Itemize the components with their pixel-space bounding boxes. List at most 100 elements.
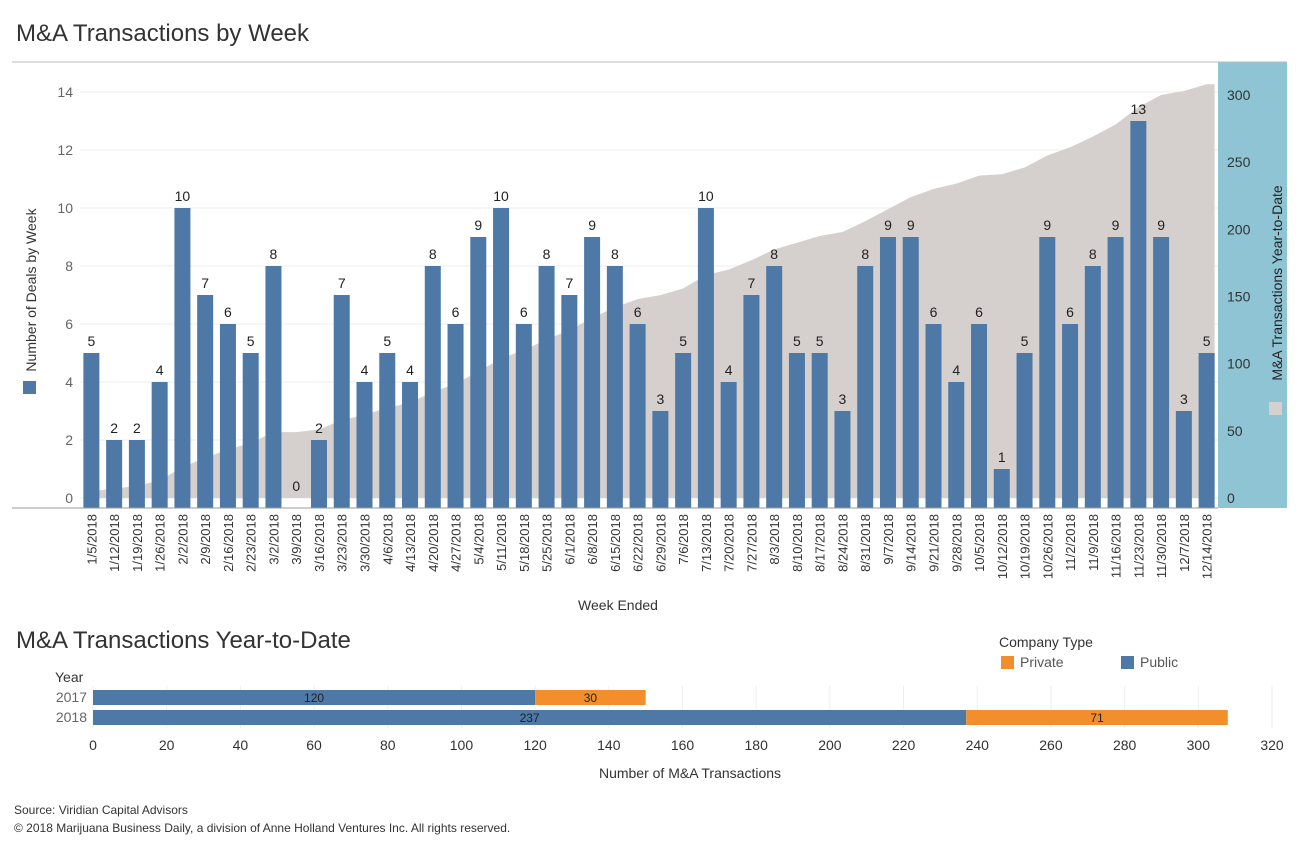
x-tick-label-ytd: 100 <box>450 737 474 753</box>
weekly-bar <box>515 324 532 508</box>
weekly-bar <box>242 353 259 508</box>
bar-value-label: 7 <box>201 275 209 291</box>
x-tick-label: 11/30/2018 <box>1154 514 1169 578</box>
x-tick-label: 8/17/2018 <box>813 514 828 572</box>
ytd-bar-segment <box>535 690 646 705</box>
x-axis-title: Week Ended <box>578 597 658 613</box>
bar-value-label: 2 <box>110 420 118 436</box>
x-tick-label: 5/11/2018 <box>494 514 509 571</box>
bar-value-label: 3 <box>1180 391 1188 407</box>
x-tick-label: 7/13/2018 <box>699 514 714 572</box>
bar-value-label: 8 <box>543 246 551 262</box>
weekly-bar <box>356 382 373 508</box>
y2-axis-title: M&A Transactions Year-to-Date <box>1269 185 1285 381</box>
bar-value-label: 8 <box>270 246 278 262</box>
ytd-bar-value-label: 30 <box>584 691 598 705</box>
bar-value-label: 10 <box>175 188 191 204</box>
y-tick-label: 10 <box>57 200 73 216</box>
bar-value-label: 3 <box>656 391 664 407</box>
weekly-bar <box>493 208 510 508</box>
chart-title-ytd: M&A Transactions Year-to-Date <box>16 627 351 654</box>
x-tick-label: 9/21/2018 <box>927 514 942 572</box>
weekly-bar <box>925 324 942 508</box>
legend-swatch-public <box>1121 655 1134 669</box>
weekly-bar <box>1198 353 1215 508</box>
bar-value-label: 6 <box>1066 304 1074 320</box>
weekly-bar <box>379 353 396 508</box>
x-tick-label: 12/14/2018 <box>1200 514 1215 579</box>
year-label: 2018 <box>56 709 87 725</box>
x-tick-label-ytd: 160 <box>671 737 695 753</box>
bar-value-label: 9 <box>1112 217 1120 233</box>
weekly-bar <box>902 237 919 508</box>
weekly-bar <box>402 382 419 508</box>
x-tick-label: 7/20/2018 <box>722 514 737 572</box>
bar-value-label: 4 <box>952 362 960 378</box>
bar-value-label: 0 <box>292 478 300 494</box>
bar-value-label: 9 <box>474 217 482 233</box>
bar-value-label: 5 <box>793 333 801 349</box>
x-tick-label-ytd: 240 <box>966 737 990 753</box>
x-tick-label: 6/1/2018 <box>562 514 577 565</box>
weekly-bar <box>766 266 783 508</box>
bar-value-label: 8 <box>861 246 869 262</box>
weekly-bar <box>151 382 168 508</box>
x-tick-label: 6/15/2018 <box>608 514 623 572</box>
ytd-bar-segment <box>966 710 1228 725</box>
x-tick-label: 3/2/2018 <box>266 514 281 565</box>
x-tick-label: 2/2/2018 <box>175 514 190 565</box>
weekly-bar <box>811 353 828 508</box>
y2-axis-legend-mark <box>1269 402 1282 415</box>
legend-item-private: Private <box>1001 654 1064 670</box>
weekly-bar <box>470 237 487 508</box>
y-tick-label: 2 <box>65 432 73 448</box>
x-tick-label-ytd: 320 <box>1260 737 1284 753</box>
x-tick-label: 8/24/2018 <box>835 514 850 572</box>
x-tick-label: 3/30/2018 <box>358 514 373 572</box>
y2-tick-label: 200 <box>1227 221 1251 237</box>
weekly-bar <box>720 382 737 508</box>
y-tick-label: 0 <box>65 490 73 506</box>
bar-value-label: 9 <box>884 217 892 233</box>
weekly-bar <box>219 324 236 508</box>
bar-value-label: 8 <box>770 246 778 262</box>
x-tick-label: 1/19/2018 <box>130 514 145 572</box>
bar-value-label: 8 <box>429 246 437 262</box>
bar-value-label: 5 <box>679 333 687 349</box>
bar-value-label: 6 <box>975 304 983 320</box>
weekly-bar <box>788 353 805 508</box>
x-tick-label: 6/22/2018 <box>631 514 646 572</box>
x-tick-label: 10/19/2018 <box>1018 514 1033 579</box>
x-tick-label: 11/16/2018 <box>1109 514 1124 578</box>
x-tick-label: 2/9/2018 <box>198 514 213 565</box>
weekly-bar <box>948 382 965 508</box>
x-tick-label: 5/4/2018 <box>471 514 486 565</box>
weekly-bar <box>174 208 191 508</box>
x-tick-label-ytd: 280 <box>1113 737 1137 753</box>
legend-label-private: Private <box>1020 654 1064 670</box>
x-tick-label: 9/7/2018 <box>881 514 896 565</box>
bar-value-label: 13 <box>1131 101 1147 117</box>
ytd-bar-value-label: 237 <box>520 711 540 725</box>
bar-value-label: 10 <box>493 188 509 204</box>
bar-value-label: 5 <box>1021 333 1029 349</box>
y2-tick-label: 250 <box>1227 154 1251 170</box>
bar-value-label: 1 <box>998 449 1006 465</box>
legend-item-public: Public <box>1121 654 1178 670</box>
bar-value-label: 6 <box>452 304 460 320</box>
x-tick-label: 5/18/2018 <box>517 514 532 572</box>
x-tick-label: 10/12/2018 <box>995 514 1010 579</box>
weekly-bar <box>993 469 1010 508</box>
weekly-bar <box>1153 237 1170 508</box>
weekly-bar <box>83 353 100 508</box>
x-tick-label: 4/13/2018 <box>403 514 418 572</box>
weekly-bar <box>584 237 601 508</box>
x-tick-label: 9/28/2018 <box>949 514 964 572</box>
weekly-bar <box>424 266 441 508</box>
x-tick-label: 8/10/2018 <box>790 514 805 572</box>
bar-value-label: 5 <box>247 333 255 349</box>
bar-value-label: 6 <box>224 304 232 320</box>
bar-value-label: 5 <box>1203 333 1211 349</box>
x-tick-label: 1/26/2018 <box>153 514 168 572</box>
